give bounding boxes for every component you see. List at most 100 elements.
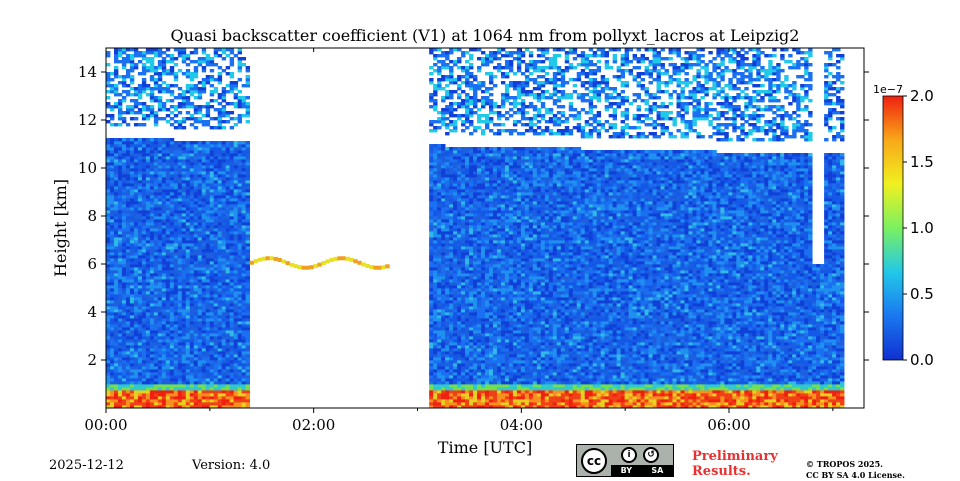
heatmap-cell xyxy=(217,225,223,229)
heatmap-cell xyxy=(189,72,195,76)
heatmap-cell xyxy=(185,330,191,334)
heatmap-cell xyxy=(157,369,163,373)
heatmap-cell xyxy=(441,342,446,346)
heatmap-cell xyxy=(209,192,215,196)
heatmap-cell xyxy=(141,231,147,235)
heatmap-cell xyxy=(233,282,239,286)
heatmap-cell xyxy=(117,261,123,265)
heatmap-cell xyxy=(137,276,143,280)
heatmap-cell xyxy=(229,234,235,238)
heatmap-cell xyxy=(213,234,219,238)
heatmap-cell xyxy=(181,57,187,61)
heatmap-cell xyxy=(129,405,135,408)
heatmap-cell xyxy=(129,294,135,298)
heatmap-cell xyxy=(157,108,163,112)
heatmap-cell xyxy=(477,363,482,367)
heatmap-cell xyxy=(153,312,159,316)
heatmap-cell xyxy=(457,186,462,190)
heatmap-cell xyxy=(429,303,434,307)
heatmap-cell xyxy=(161,288,167,292)
heatmap-cell xyxy=(453,369,458,373)
heatmap-cell xyxy=(209,315,215,319)
heatmap-cell xyxy=(221,339,227,343)
heatmap-cell xyxy=(465,369,470,373)
heatmap-cell xyxy=(477,348,482,352)
heatmap-cell xyxy=(201,186,207,190)
heatmap-cell xyxy=(165,249,171,253)
heatmap-cell xyxy=(161,108,167,112)
heatmap-cell xyxy=(201,246,207,250)
heatmap-cell xyxy=(113,222,119,226)
heatmap-cell xyxy=(461,354,466,358)
heatmap-cell xyxy=(133,177,139,181)
heatmap-cell xyxy=(217,291,223,295)
heatmap-cell xyxy=(137,96,143,100)
heatmap-cell xyxy=(449,405,454,408)
heatmap-cell xyxy=(449,300,454,304)
heatmap-cell xyxy=(229,300,235,304)
heatmap-cell xyxy=(213,108,219,112)
heatmap-cell xyxy=(117,384,123,388)
heatmap-cell xyxy=(213,117,219,121)
heatmap-cell xyxy=(245,147,251,151)
heatmap-cell xyxy=(106,369,111,373)
heatmap-cell xyxy=(197,297,203,301)
heatmap-cell xyxy=(209,297,215,301)
heatmap-cell xyxy=(449,348,454,352)
heatmap-cell xyxy=(145,84,151,88)
heatmap-cell xyxy=(145,351,151,355)
heatmap-cell xyxy=(245,264,251,268)
heatmap-cell xyxy=(245,375,251,379)
heatmap-cell xyxy=(189,393,195,397)
heatmap-cell xyxy=(237,363,243,367)
heatmap-cell xyxy=(221,342,227,346)
heatmap-cell xyxy=(457,105,462,109)
heatmap-cell xyxy=(165,312,171,316)
heatmap-cell xyxy=(113,171,119,175)
heatmap-cell xyxy=(109,387,115,391)
heatmap-cell xyxy=(165,318,171,322)
heatmap-cell xyxy=(217,246,223,250)
heatmap-cell xyxy=(229,84,235,88)
heatmap-cell xyxy=(181,51,187,55)
heatmap-cell xyxy=(181,342,187,346)
heatmap-cell xyxy=(461,90,466,94)
heatmap-cell xyxy=(209,216,215,220)
heatmap-cell xyxy=(241,174,247,178)
heatmap-cell xyxy=(229,258,235,262)
heatmap-cell xyxy=(129,93,135,97)
heatmap-cell xyxy=(117,273,123,277)
heatmap-cell xyxy=(149,393,155,397)
heatmap-cell xyxy=(177,405,183,408)
heatmap-cell xyxy=(245,243,251,247)
heatmap-cell xyxy=(141,162,147,166)
heatmap-cell xyxy=(465,120,470,124)
heatmap-cell xyxy=(125,174,131,178)
heatmap-cell xyxy=(153,372,159,376)
heatmap-cell xyxy=(457,267,462,271)
heatmap-cell xyxy=(217,348,223,352)
heatmap-cell xyxy=(433,99,438,103)
heatmap-cell xyxy=(157,399,163,403)
heatmap-cell xyxy=(209,381,215,385)
heatmap-cell xyxy=(173,105,179,109)
heatmap-cell xyxy=(441,303,446,307)
heatmap-cell xyxy=(193,243,199,247)
heatmap-cell xyxy=(205,402,211,406)
heatmap-cell xyxy=(177,351,183,355)
heatmap-cell xyxy=(121,399,127,403)
heatmap-cell xyxy=(433,288,438,292)
heatmap-cell xyxy=(441,213,446,217)
heatmap-cell xyxy=(177,375,183,379)
heatmap-cell xyxy=(117,276,123,280)
heatmap-cell xyxy=(445,222,450,226)
heatmap-cell xyxy=(185,87,191,91)
heatmap-cell xyxy=(453,81,458,85)
heatmap-cell xyxy=(449,387,454,391)
heatmap-cell xyxy=(137,297,143,301)
heatmap-cell xyxy=(245,276,251,280)
heatmap-cell xyxy=(165,393,171,397)
heatmap-cell xyxy=(157,255,163,259)
heatmap-cell xyxy=(429,318,434,322)
heatmap-cell xyxy=(469,171,474,175)
